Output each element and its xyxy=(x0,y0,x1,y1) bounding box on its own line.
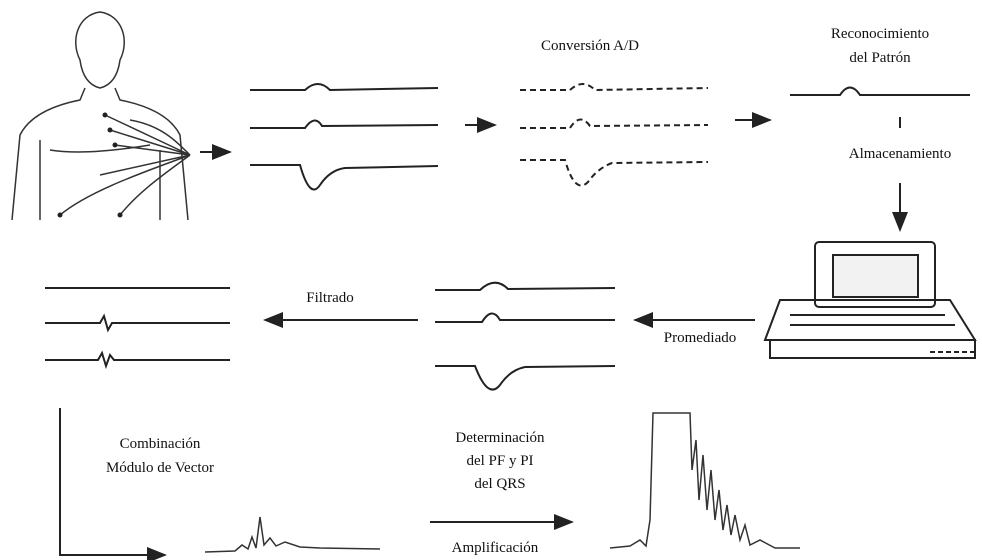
label: Determinación xyxy=(455,430,545,446)
label: Conversión A/D xyxy=(541,38,639,54)
label: Combinación xyxy=(120,436,201,452)
label: Almacenamiento xyxy=(849,146,951,162)
filtered-traces xyxy=(45,287,230,370)
label: Módulo de Vector xyxy=(106,460,214,476)
averaged-traces xyxy=(435,281,616,391)
label: del PF y PI xyxy=(466,453,533,469)
raw-traces xyxy=(250,83,439,191)
digitized-traces xyxy=(520,83,709,187)
template-trace xyxy=(790,86,970,96)
label: Reconocimiento xyxy=(831,26,929,42)
vector-trace xyxy=(204,516,381,553)
amplified-trace xyxy=(609,412,800,549)
label: del Patrón xyxy=(849,50,911,66)
label: Promediado xyxy=(664,330,737,346)
computer xyxy=(763,241,977,359)
label: Filtrado xyxy=(306,290,354,306)
torso-figure xyxy=(11,11,191,221)
label: del QRS xyxy=(474,476,525,492)
arrow xyxy=(59,408,167,560)
label: Amplificación xyxy=(452,540,539,556)
